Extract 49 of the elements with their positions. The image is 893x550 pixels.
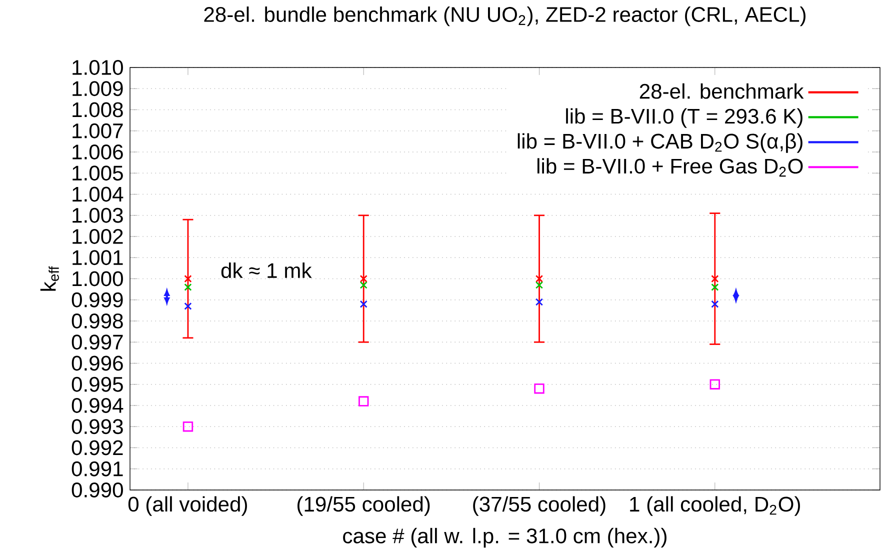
x-tick-label: 0 (all voided) <box>128 496 247 516</box>
point <box>535 298 544 306</box>
y-tick-label: 0.993 <box>72 419 123 434</box>
point <box>534 383 544 394</box>
y-tick-label: 0.991 <box>72 461 123 476</box>
point <box>184 283 192 291</box>
y-tick-label: 1.006 <box>72 144 123 160</box>
x-tick-label: (19/55 cooled) <box>298 496 430 516</box>
point <box>184 302 192 310</box>
y-tick-label: 0.996 <box>72 356 123 371</box>
chart-title: 28-el. bundle benchmark (NU UO$_{2}$), ZED-2 reactor (CRL, AECL) <box>204 6 806 26</box>
point <box>711 283 719 291</box>
y-tick-label: 0.998 <box>72 314 123 328</box>
y-tick-label: 1.000 <box>72 271 123 286</box>
y-tick-label: 0.999 <box>72 292 123 308</box>
point <box>711 274 719 283</box>
y-tick-label: 0.997 <box>72 334 123 350</box>
point <box>360 281 368 289</box>
x-tick-label: (37/55 cooled) <box>473 496 606 516</box>
y-tick-label: 1.008 <box>72 102 123 118</box>
y-tick-label: 0.992 <box>72 440 123 456</box>
point <box>535 274 544 283</box>
y-tick-label: 1.010 <box>72 60 123 75</box>
point <box>360 274 368 283</box>
y-tick-label: 0.994 <box>72 398 124 413</box>
legend-label: lib = B-VII.0 + Free Gas D$_{2}$O <box>537 158 803 177</box>
x-axis-title: case # (all w. l.p. = 31.0 cm (hex.)) <box>343 528 666 548</box>
point <box>184 274 192 283</box>
point <box>535 281 544 289</box>
point <box>711 300 719 308</box>
point <box>360 300 368 308</box>
legend-label: lib = B-VII.0 (T = 293.6 K) <box>566 108 802 128</box>
y-tick-label: 1.004 <box>72 186 124 202</box>
y-axis-title: k$_{eff}$ <box>40 266 59 291</box>
point <box>182 422 194 432</box>
x-tick-label: 1 (all cooled, D$_{2}$O) <box>630 496 800 516</box>
y-tick-label: 1.005 <box>72 166 123 181</box>
y-tick-label: 1.001 <box>72 250 123 266</box>
legend-label: 28-el. benchmark <box>640 83 804 99</box>
y-tick-label: 0.990 <box>72 482 123 498</box>
y-tick-label: 1.007 <box>72 123 123 138</box>
y-tick-label: 1.002 <box>72 229 123 244</box>
y-tick-label: 1.003 <box>72 208 123 223</box>
y-tick-label: 1.009 <box>72 81 123 96</box>
annotation: dk ≈ 1 mk <box>221 262 312 278</box>
legend-label: lib = B-VII.0 + CAB D$_{2}$O S(α,β) <box>518 133 802 153</box>
y-tick-label: 0.995 <box>72 376 123 392</box>
point <box>710 379 720 390</box>
point <box>358 396 369 406</box>
